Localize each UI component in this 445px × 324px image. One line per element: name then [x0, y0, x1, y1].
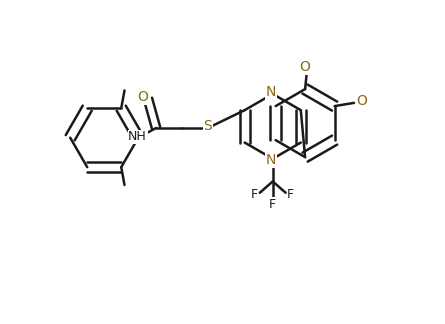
Text: O: O	[299, 60, 311, 74]
Text: S: S	[203, 119, 212, 133]
Text: NH: NH	[128, 130, 147, 143]
Text: F: F	[251, 188, 258, 201]
Text: O: O	[357, 94, 368, 108]
Text: O: O	[138, 90, 149, 104]
Text: F: F	[287, 188, 294, 201]
Text: N: N	[266, 85, 276, 99]
Text: F: F	[269, 198, 276, 211]
Text: N: N	[266, 153, 276, 168]
